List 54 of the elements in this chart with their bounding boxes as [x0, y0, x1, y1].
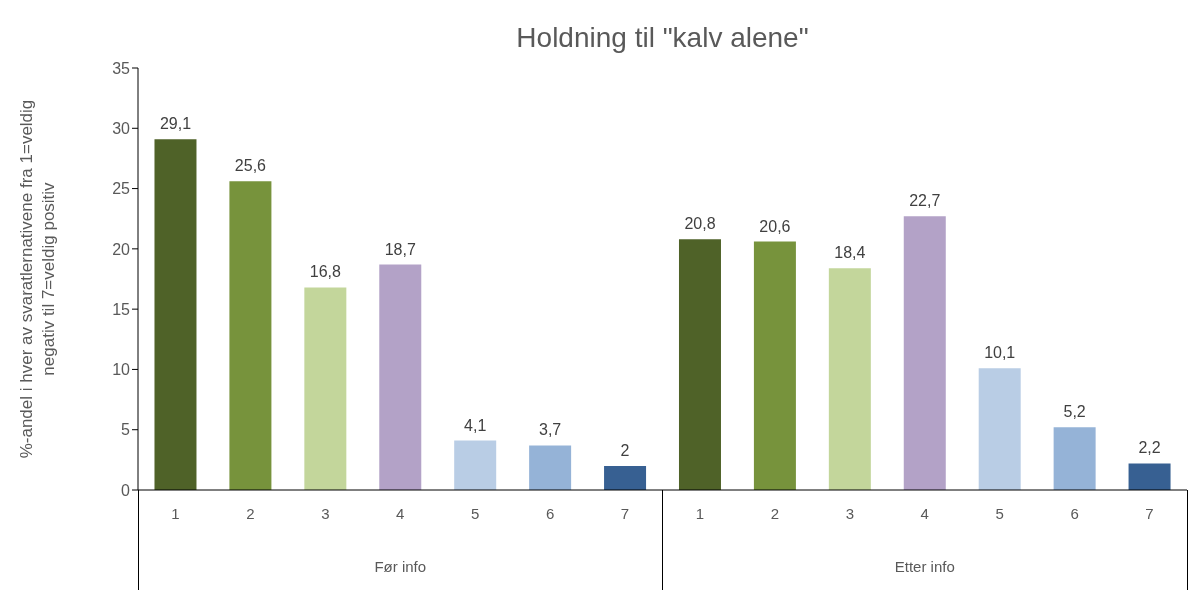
bar [379, 264, 422, 490]
y-tick-label: 15 [112, 300, 131, 318]
data-label: 29,1 [159, 115, 192, 133]
y-tick-label: 10 [112, 361, 131, 379]
data-label: 5,2 [1063, 403, 1086, 421]
data-label: 2 [620, 441, 630, 459]
bar [529, 445, 572, 490]
x-tick-label: 3 [321, 504, 330, 522]
x-tick-label: 4 [396, 504, 405, 522]
bar [1053, 427, 1096, 490]
bar [454, 440, 497, 490]
x-tick-label: 4 [920, 504, 929, 522]
data-label: 4,1 [464, 416, 487, 434]
data-label: 3,7 [539, 421, 562, 439]
y-tick-label: 5 [121, 421, 131, 439]
data-label: 18,7 [384, 240, 416, 258]
y-tick-label: 25 [112, 180, 131, 198]
bar [304, 287, 347, 490]
bar [678, 239, 721, 490]
x-tick-label: 7 [1145, 504, 1154, 522]
data-label: 18,4 [834, 244, 866, 262]
x-tick-label: 5 [995, 504, 1004, 522]
data-label: 16,8 [309, 263, 342, 281]
bar [604, 465, 647, 490]
y-axis-title: %-andel i hver av svaratlernativene fra 1=veldig negativ til 7=veldig positiv [16, 98, 59, 461]
y-tick-label: 30 [112, 119, 131, 137]
y-tick-label: 0 [121, 481, 131, 499]
x-tick-label: 6 [545, 504, 555, 522]
bar [978, 368, 1021, 490]
x-tick-label: 2 [246, 504, 255, 522]
data-label: 20,8 [684, 215, 716, 233]
x-tick-label: 1 [171, 504, 180, 522]
y-tick-label: 20 [112, 240, 131, 258]
data-label: 25,6 [234, 157, 267, 175]
bar [154, 139, 197, 490]
bar [1128, 463, 1171, 490]
chart-title: Holdning til "kalv alene" [515, 22, 810, 54]
data-label: 2,2 [1138, 439, 1161, 457]
text: Før info [373, 558, 428, 575]
bar [828, 268, 871, 490]
x-tick-label: 5 [471, 504, 480, 522]
x-tick-label: 7 [620, 504, 630, 522]
data-label: 22,7 [909, 192, 941, 210]
x-tick-label: 2 [770, 504, 780, 522]
data-label: 10,1 [984, 344, 1016, 362]
x-tick-label: 6 [1070, 504, 1079, 522]
x-tick-label: 3 [845, 504, 854, 522]
bar [903, 216, 946, 490]
text: Etter info [893, 558, 956, 575]
data-label: 20,6 [759, 217, 791, 235]
bar [753, 241, 796, 490]
x-tick-label: 1 [695, 504, 705, 522]
bar [229, 181, 272, 490]
y-tick-label: 35 [112, 59, 131, 77]
